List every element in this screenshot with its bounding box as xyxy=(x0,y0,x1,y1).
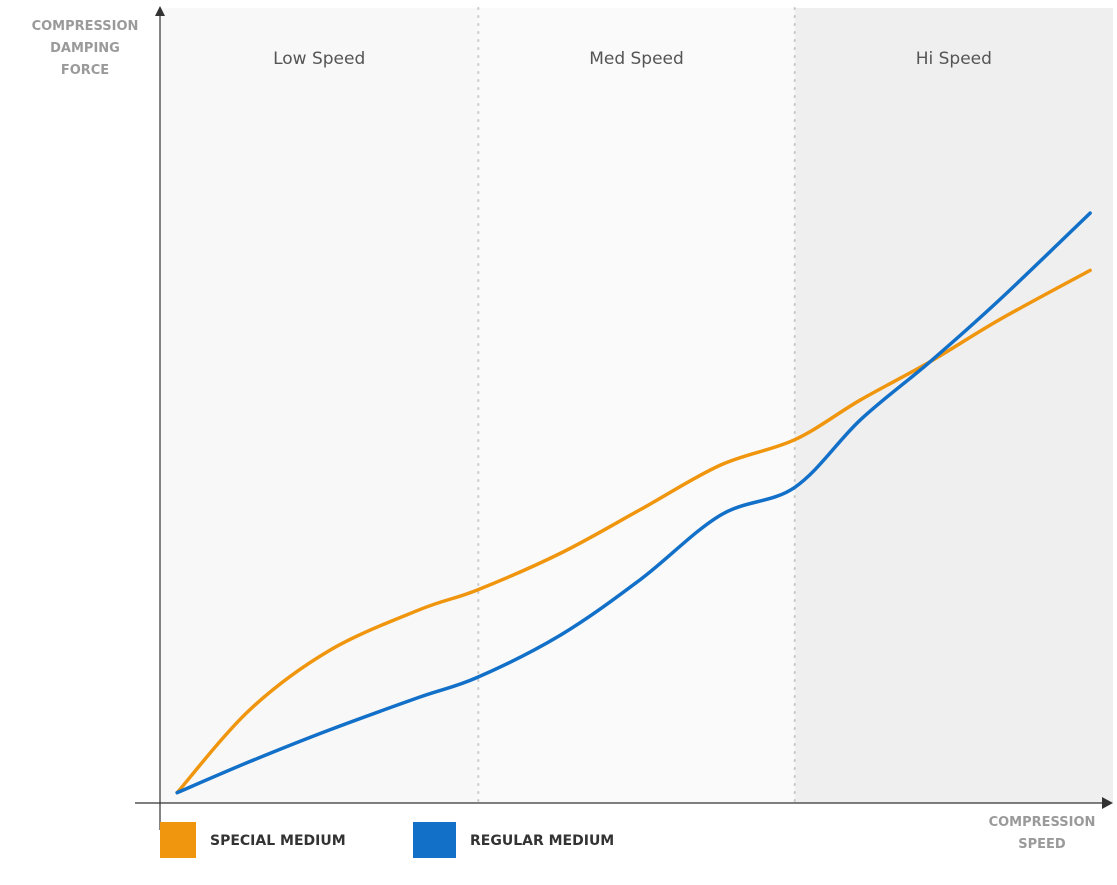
zone-band xyxy=(478,8,795,803)
y-axis-label: DAMPING xyxy=(50,41,120,56)
x-axis-arrow xyxy=(1102,797,1113,809)
zone-label: Low Speed xyxy=(273,49,365,69)
zone-label: Med Speed xyxy=(589,49,684,69)
legend-swatch xyxy=(413,822,456,858)
series-line xyxy=(175,211,1092,795)
x-axis-label: COMPRESSION xyxy=(989,815,1096,830)
legend-label: REGULAR MEDIUM xyxy=(470,833,614,849)
y-axis-arrow xyxy=(155,6,165,16)
zone-band xyxy=(160,8,479,803)
x-axis-label: SPEED xyxy=(1018,837,1066,852)
zone-label: Hi Speed xyxy=(916,49,992,69)
y-axis-label: FORCE xyxy=(61,63,109,78)
zone-band xyxy=(794,8,1113,803)
y-axis-label: COMPRESSION xyxy=(32,19,139,34)
legend-swatch xyxy=(160,822,196,858)
legend-label: SPECIAL MEDIUM xyxy=(210,833,346,849)
